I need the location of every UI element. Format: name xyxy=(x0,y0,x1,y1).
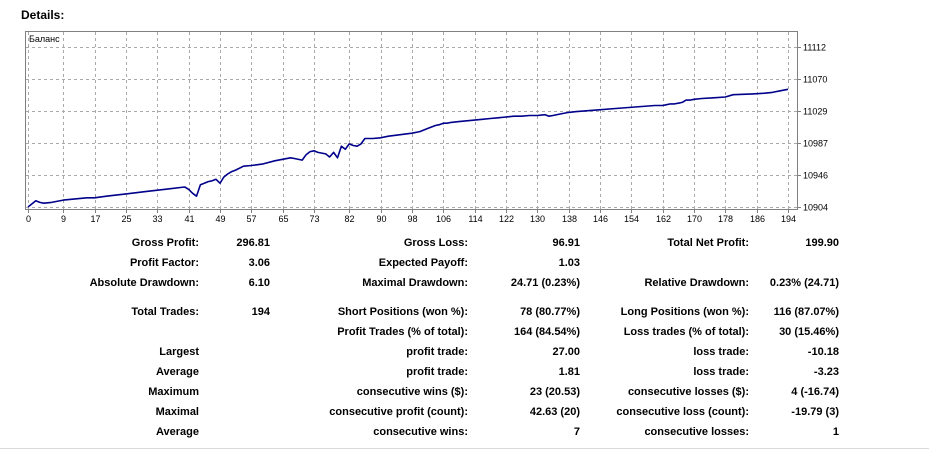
x-tick-label: 122 xyxy=(499,214,514,224)
y-tick-label: 10904 xyxy=(803,203,828,213)
stat-label: Profit Trades (% of total): xyxy=(337,326,468,338)
stat-label: loss trade: xyxy=(693,366,749,378)
x-tick-label: 114 xyxy=(468,214,482,224)
x-tick-label: 90 xyxy=(376,214,386,224)
balance-chart-container: 0 9 17 25 33 41 49 57 65 73 82 90 98 106 114 122 130 138 1… xyxy=(25,31,828,224)
stat-value: 27.00 xyxy=(552,346,580,358)
stat-label: Profit Factor: xyxy=(129,257,199,269)
plot-frame xyxy=(25,31,798,210)
stat-value: 164 (84.54%) xyxy=(513,326,580,338)
x-tick-label: 146 xyxy=(593,214,608,224)
stat-value: 1.81 xyxy=(558,366,580,378)
stat-value: 96.91 xyxy=(552,237,580,249)
stat-value: 42.63 (20) xyxy=(529,406,580,418)
stat-label: Total Net Profit: xyxy=(667,237,749,249)
stat-label: consecutive loss (count): xyxy=(616,406,749,418)
stat-label: consecutive losses: xyxy=(644,426,749,438)
x-tick-label: 106 xyxy=(436,214,451,224)
details-title: Details: xyxy=(21,8,65,22)
stat-value: 7 xyxy=(573,426,580,438)
x-tick-label: 154 xyxy=(624,214,639,224)
stat-label: Maximal xyxy=(155,406,199,418)
x-tick-label: 41 xyxy=(184,214,194,224)
stat-label: consecutive wins: xyxy=(373,426,468,438)
y-tick-label: 11029 xyxy=(803,107,827,117)
stat-value: 199.90 xyxy=(805,237,839,249)
y-tick-label: 10987 xyxy=(803,139,828,149)
y-tick-label: 11070 xyxy=(803,75,827,85)
stat-value: 1 xyxy=(832,426,839,438)
balance-line xyxy=(27,88,789,208)
stat-label: Absolute Drawdown: xyxy=(89,277,199,289)
stat-value: 0.23% (24.71) xyxy=(769,277,839,289)
stat-value: 194 xyxy=(251,306,270,318)
stat-label: Expected Payoff: xyxy=(378,257,468,269)
x-tick-label: 9 xyxy=(61,214,66,224)
stat-label: consecutive losses ($): xyxy=(627,386,749,398)
stat-label: profit trade: xyxy=(406,366,468,378)
x-tick-label: 82 xyxy=(344,214,354,224)
stat-value: 3.06 xyxy=(248,257,270,269)
stat-label: Long Positions (won %): xyxy=(620,306,749,318)
stat-label: profit trade: xyxy=(406,346,468,358)
stat-label: Average xyxy=(155,366,199,378)
stat-value: 6.10 xyxy=(248,277,270,289)
stat-value: 24.71 (0.23%) xyxy=(510,277,580,289)
x-tick-label: 130 xyxy=(530,214,545,224)
stat-value: -3.23 xyxy=(813,366,839,378)
stat-label: Relative Drawdown: xyxy=(644,277,749,289)
x-tick-label: 138 xyxy=(562,214,577,224)
stat-value: 23 (20.53) xyxy=(529,386,580,398)
stat-label: Maximum xyxy=(148,386,199,398)
stats-table: Gross Profit: 296.81 Gross Loss: 96.91 Total… xyxy=(0,232,929,447)
y-tick-label: 10946 xyxy=(803,171,828,181)
stat-label: Maximal Drawdown: xyxy=(362,277,468,289)
y-tick-label: 11112 xyxy=(803,43,826,53)
stat-value: -19.79 (3) xyxy=(791,406,839,418)
x-tick-label: 49 xyxy=(215,214,225,224)
stat-label: Loss trades (% of total): xyxy=(623,326,749,338)
stat-label: Total Trades: xyxy=(131,306,199,318)
stat-label: Short Positions (won %): xyxy=(337,306,468,318)
stat-value: 1.03 xyxy=(558,257,580,269)
x-tick-label: 73 xyxy=(309,214,319,224)
stat-value: 4 (-16.74) xyxy=(791,386,839,398)
x-tick-label: 57 xyxy=(246,214,256,224)
stat-label: Gross Loss: xyxy=(403,237,468,249)
stat-label: consecutive profit (count): xyxy=(329,406,468,418)
balance-chart: 0 9 17 25 33 41 49 57 65 73 82 90 98 106 114 122 130 138 1… xyxy=(25,31,828,224)
x-tick-label: 186 xyxy=(750,214,765,224)
stat-label: Gross Profit: xyxy=(131,237,199,249)
stat-value: -10.18 xyxy=(807,346,839,358)
stat-value: 78 (80.77%) xyxy=(520,306,580,318)
x-tick-label: 162 xyxy=(656,214,671,224)
x-tick-label: 25 xyxy=(121,214,131,224)
bottom-divider xyxy=(0,448,929,449)
series-label: Баланс xyxy=(29,34,60,44)
x-tick-label: 98 xyxy=(407,214,417,224)
x-tick-label: 178 xyxy=(718,214,733,224)
stat-value: 30 (15.46%) xyxy=(779,326,839,338)
stat-label: Average xyxy=(155,426,199,438)
stat-value: 296.81 xyxy=(236,237,270,249)
x-tick-label: 17 xyxy=(90,214,100,224)
x-tick-label: 170 xyxy=(687,214,702,224)
stat-value: 116 (87.07%) xyxy=(773,306,839,318)
x-tick-label: 65 xyxy=(278,214,288,224)
x-tick-label: 194 xyxy=(781,214,796,224)
x-tick-label: 33 xyxy=(152,214,162,224)
stat-label: Largest xyxy=(159,346,199,358)
stat-label: loss trade: xyxy=(693,346,749,358)
stat-label: consecutive wins ($): xyxy=(356,386,468,398)
x-tick-label: 0 xyxy=(26,214,31,224)
